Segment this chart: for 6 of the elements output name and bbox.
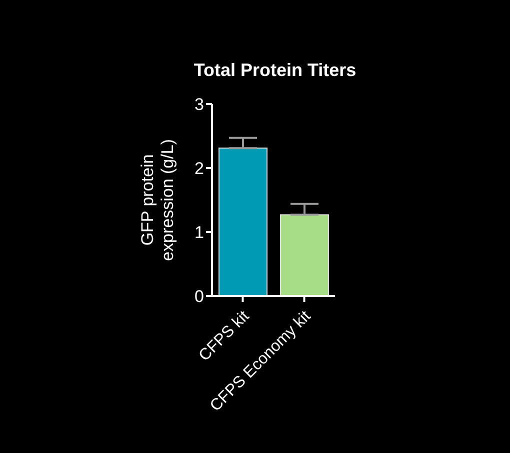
y-axis-title: GFP protein expression (g/L) [138, 139, 177, 261]
y-tick-label: 0 [194, 287, 204, 306]
chart-title: Total Protein Titers [194, 60, 356, 80]
y-tick-label: 2 [194, 159, 204, 178]
y-tick-label: 1 [194, 223, 204, 242]
y-tick-label: 3 [194, 95, 204, 114]
